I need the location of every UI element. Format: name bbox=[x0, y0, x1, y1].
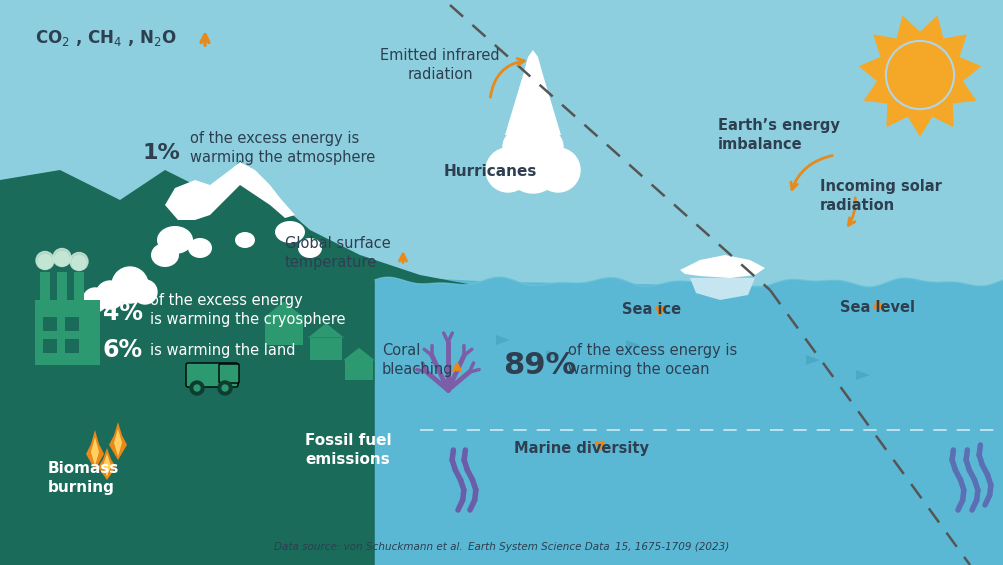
Polygon shape bbox=[263, 301, 305, 319]
FancyBboxPatch shape bbox=[219, 364, 239, 383]
Ellipse shape bbox=[188, 238, 212, 258]
Circle shape bbox=[83, 288, 107, 312]
Circle shape bbox=[53, 249, 71, 267]
Circle shape bbox=[36, 251, 54, 270]
Polygon shape bbox=[98, 448, 116, 480]
Bar bbox=[265, 319, 303, 345]
Text: Biomass
burning: Biomass burning bbox=[48, 461, 119, 495]
Polygon shape bbox=[495, 335, 510, 345]
Bar bbox=[43, 317, 57, 331]
Polygon shape bbox=[103, 454, 111, 477]
Ellipse shape bbox=[156, 226, 193, 254]
Bar bbox=[65, 339, 79, 353]
FancyBboxPatch shape bbox=[186, 363, 238, 387]
Circle shape bbox=[194, 385, 200, 391]
Bar bbox=[43, 339, 57, 353]
Circle shape bbox=[72, 255, 86, 270]
Bar bbox=[65, 317, 79, 331]
Circle shape bbox=[536, 148, 580, 192]
Polygon shape bbox=[858, 15, 980, 137]
Bar bbox=[74, 272, 84, 300]
Bar bbox=[40, 272, 50, 300]
Circle shape bbox=[55, 251, 69, 266]
Polygon shape bbox=[114, 429, 122, 456]
Circle shape bbox=[879, 34, 959, 115]
Polygon shape bbox=[375, 430, 1003, 565]
Circle shape bbox=[38, 254, 52, 268]
Text: Incoming solar
radiation: Incoming solar radiation bbox=[819, 179, 941, 213]
Polygon shape bbox=[505, 50, 561, 135]
Text: Sea level: Sea level bbox=[840, 301, 914, 315]
Text: Hurricanes: Hurricanes bbox=[443, 164, 537, 180]
Text: Coral
bleaching: Coral bleaching bbox=[381, 343, 453, 377]
Polygon shape bbox=[109, 422, 126, 460]
Text: is warming the land: is warming the land bbox=[149, 342, 295, 358]
Circle shape bbox=[96, 281, 124, 309]
Polygon shape bbox=[679, 255, 764, 278]
Polygon shape bbox=[91, 437, 99, 466]
Text: of the excess energy
is warming the cryosphere: of the excess energy is warming the cryo… bbox=[149, 293, 345, 327]
Circle shape bbox=[485, 148, 530, 192]
Text: of the excess energy is
warming the atmosphere: of the excess energy is warming the atmo… bbox=[190, 131, 375, 166]
Bar bbox=[35, 300, 100, 365]
Text: Emitted infrared
radiation: Emitted infrared radiation bbox=[380, 48, 499, 82]
Circle shape bbox=[517, 119, 549, 151]
Text: 4%: 4% bbox=[103, 301, 142, 325]
Ellipse shape bbox=[150, 243, 179, 267]
Ellipse shape bbox=[275, 221, 305, 243]
Circle shape bbox=[505, 137, 561, 193]
Text: 1%: 1% bbox=[142, 143, 181, 163]
Circle shape bbox=[112, 267, 147, 303]
Bar bbox=[310, 338, 342, 360]
Ellipse shape bbox=[235, 232, 255, 248]
Circle shape bbox=[190, 381, 204, 395]
Circle shape bbox=[222, 385, 228, 391]
Text: Sea ice: Sea ice bbox=[622, 302, 680, 318]
Text: Data source: von Schuckmann et al.  ​Earth System Science Data  15, 1675-1709 (2: Data source: von Schuckmann et al. ​Eart… bbox=[274, 542, 729, 552]
Polygon shape bbox=[0, 160, 659, 565]
Polygon shape bbox=[626, 340, 639, 350]
Text: Global surface
temperature: Global surface temperature bbox=[285, 236, 390, 270]
Text: Fossil fuel
emissions: Fossil fuel emissions bbox=[305, 433, 391, 467]
Bar bbox=[345, 360, 373, 380]
Polygon shape bbox=[343, 348, 375, 360]
Text: Marine diversity: Marine diversity bbox=[514, 441, 648, 455]
Polygon shape bbox=[86, 430, 104, 470]
Polygon shape bbox=[375, 510, 1003, 565]
Circle shape bbox=[527, 129, 563, 165]
Text: CO$_2$ , CH$_4$ , N$_2$O: CO$_2$ , CH$_4$ , N$_2$O bbox=[35, 28, 177, 48]
Ellipse shape bbox=[298, 238, 322, 258]
Polygon shape bbox=[805, 355, 819, 365]
Polygon shape bbox=[546, 350, 560, 360]
Polygon shape bbox=[856, 370, 870, 380]
Circle shape bbox=[132, 280, 156, 304]
Polygon shape bbox=[375, 275, 1003, 565]
Polygon shape bbox=[689, 278, 754, 300]
Circle shape bbox=[218, 381, 232, 395]
Text: of the excess energy is
warming the ocean: of the excess energy is warming the ocea… bbox=[568, 343, 736, 377]
Text: Earth’s energy
imbalance: Earth’s energy imbalance bbox=[717, 118, 840, 152]
Text: 6%: 6% bbox=[103, 338, 143, 362]
Circle shape bbox=[503, 129, 539, 165]
Circle shape bbox=[70, 253, 88, 271]
Text: 89%: 89% bbox=[503, 350, 576, 380]
Polygon shape bbox=[164, 162, 295, 220]
Polygon shape bbox=[308, 323, 344, 338]
Bar bbox=[57, 272, 67, 300]
